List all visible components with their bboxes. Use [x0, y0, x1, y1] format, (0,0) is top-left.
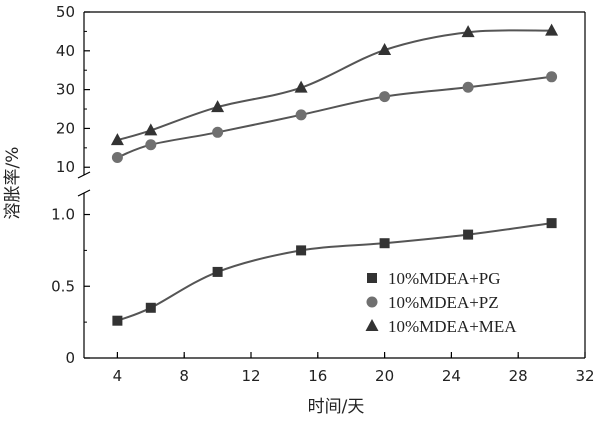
- y-axis-title: 溶胀率/%: [3, 147, 23, 220]
- data-point-square: [112, 315, 123, 326]
- legend-label: 10%MDEA+PZ: [388, 293, 499, 312]
- tick-labels: 4 8 12 16 20 24 28 32 0 0.5 1.0 10 20 30 40 50: [51, 3, 594, 385]
- data-point-triangle: [144, 123, 158, 136]
- y-tick-label: 30: [56, 81, 75, 99]
- y-tick-label: 0: [65, 349, 75, 367]
- y-tick-label: 10: [56, 158, 75, 176]
- data-point-circle: [111, 152, 123, 164]
- x-tick-label: 16: [308, 367, 327, 385]
- x-tick-label: 28: [509, 367, 528, 385]
- data-point-triangle: [378, 43, 392, 56]
- x-tick-label: 12: [241, 367, 260, 385]
- legend-marker-square: [367, 273, 377, 283]
- data-point-triangle: [461, 25, 475, 38]
- x-tick-label: 8: [179, 367, 189, 385]
- data-point-triangle: [545, 23, 559, 36]
- axes: [77, 11, 586, 359]
- data-point-square: [546, 218, 557, 229]
- data-point-square: [145, 302, 156, 313]
- data-point-square: [379, 238, 390, 249]
- data-point-circle: [379, 91, 391, 103]
- x-tick-label: 20: [375, 367, 394, 385]
- data-point-square: [212, 266, 223, 277]
- x-tick-label: 24: [442, 367, 461, 385]
- x-tick-label: 32: [575, 367, 594, 385]
- y-tick-label: 20: [56, 119, 75, 137]
- legend-label: 10%MDEA+MEA: [388, 317, 517, 336]
- y-tick-label: 0.5: [51, 277, 75, 295]
- series-line-1: [117, 75, 552, 159]
- y-tick-label: 1.0: [51, 206, 75, 224]
- legend: 10%MDEA+PG 10%MDEA+PZ 10%MDEA+MEA: [365, 269, 517, 336]
- data-point-triangle: [110, 133, 124, 146]
- legend-label: 10%MDEA+PG: [388, 269, 501, 288]
- data-point-triangle: [211, 100, 225, 113]
- data-point-square: [296, 245, 307, 256]
- x-tick-label: 4: [113, 367, 123, 385]
- axis-break-mark: [77, 171, 91, 179]
- axis-break-mark: [77, 189, 91, 197]
- series-markers: [110, 23, 559, 326]
- y-tick-label: 40: [56, 42, 75, 60]
- x-axis-title: 时间/天: [308, 397, 365, 417]
- data-point-circle: [145, 139, 157, 151]
- data-point-circle: [212, 126, 224, 138]
- data-point-triangle: [294, 80, 308, 93]
- legend-marker-triangle: [365, 319, 379, 331]
- data-point-circle: [546, 71, 558, 83]
- data-point-circle: [295, 109, 307, 121]
- legend-marker-circle: [366, 296, 378, 308]
- data-point-square: [463, 229, 474, 240]
- data-point-circle: [462, 81, 474, 93]
- y-tick-label: 50: [56, 3, 75, 21]
